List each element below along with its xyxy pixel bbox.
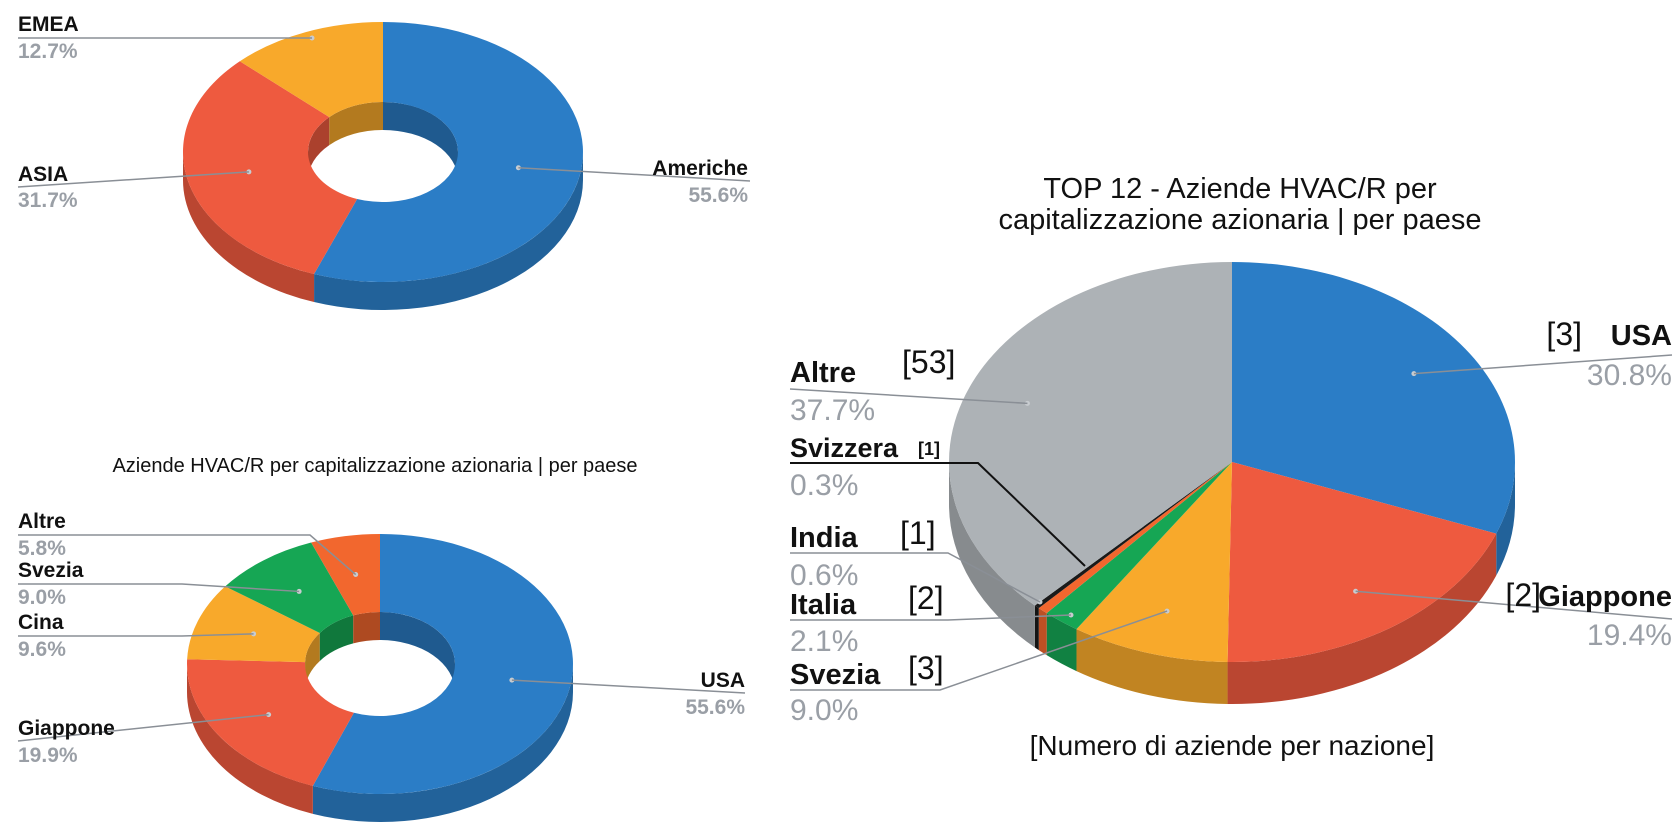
pct-italia: 2.1% (790, 625, 858, 658)
slice-cina (187, 586, 320, 663)
pct-svezia: 9.0% (790, 694, 858, 727)
label-usa: USA (1611, 320, 1672, 352)
leader-line-giappone (1355, 590, 1673, 620)
leader-line-americhe (518, 167, 751, 182)
side-svezia (1076, 629, 1228, 704)
chart-title-line-2: capitalizzazione azionaria | per paese (998, 204, 1481, 236)
leader-line-usa (1413, 354, 1673, 375)
side-italia (1046, 613, 1077, 672)
count-svezia: [3] (908, 650, 944, 686)
slice-giappone (187, 659, 354, 786)
side-usa (312, 664, 573, 823)
pct-usa: 55.6% (685, 696, 745, 719)
side-giappone (186, 664, 313, 814)
anchor-dot-usa (509, 677, 515, 683)
slice-emea (239, 22, 383, 118)
chart-title-line-1: TOP 12 - Aziende HVAC/R per (1043, 173, 1437, 205)
pct-svizzera: 0.3% (790, 469, 858, 502)
slice-usa (312, 534, 573, 794)
side-altre (949, 462, 1035, 648)
pct-india: 0.6% (790, 559, 858, 592)
side-americhe (314, 152, 583, 311)
donut-chart-regions: Americhe 55.6% ASIA 31.7% EMEA 12.7% (17, 13, 751, 311)
leader-line-svizzera (790, 462, 1086, 567)
side-usa (1496, 462, 1515, 576)
leader-line-altre (18, 534, 357, 576)
pct-cina: 9.6% (18, 638, 66, 661)
label-usa: USA (701, 669, 745, 692)
leader-line-svezia (790, 610, 1168, 691)
inner-wall-svezia (319, 615, 354, 661)
label-svezia: Svezia (18, 559, 84, 582)
count-usa: [3] (1546, 316, 1582, 352)
count-svizzera: [1] (918, 439, 940, 459)
slice-giappone (1227, 462, 1497, 663)
label-svizzera: Svizzera (790, 433, 899, 463)
label-asia: ASIA (18, 163, 68, 186)
slice-usa (1232, 262, 1515, 534)
slice-altre (948, 262, 1232, 606)
count-altre: [53] (902, 344, 955, 380)
label-giappone: Giappone (18, 717, 115, 740)
slice-svezia (225, 542, 354, 633)
pct-svezia: 9.0% (18, 586, 66, 609)
slice-americhe (314, 22, 583, 282)
label-india: India (790, 522, 859, 554)
leader-line-giappone (17, 713, 269, 742)
label-altre: Altre (790, 357, 856, 389)
pie-chart-top12: TOP 12 - Aziende HVAC/R per capitalizzaz… (789, 173, 1673, 761)
count-india: [1] (900, 515, 936, 551)
side-giappone (1227, 533, 1497, 705)
pct-emea: 12.7% (18, 40, 78, 63)
donut-chart-countries: Aziende HVAC/R per capitalizzazione azio… (17, 455, 746, 823)
leader-line-svezia (18, 583, 300, 593)
pct-americhe: 55.6% (688, 184, 748, 207)
pct-altre: 5.8% (18, 537, 66, 560)
leader-line-usa (511, 679, 746, 694)
leader-line-italia (790, 614, 1072, 621)
count-italia: [2] (908, 580, 944, 616)
label-cina: Cina (18, 611, 64, 634)
leader-line-india (790, 552, 1041, 603)
inner-wall-usa (380, 612, 455, 692)
leader-line-altre (789, 388, 1028, 405)
pct-altre: 37.7% (790, 394, 875, 427)
leader-line-asia (17, 171, 249, 188)
slice-italia (1046, 462, 1232, 630)
label-altre: Altre (18, 510, 66, 533)
label-americhe: Americhe (652, 157, 748, 180)
label-giappone: Giappone (1538, 581, 1672, 613)
pct-usa: 30.8% (1587, 359, 1672, 392)
leader-line-cina (18, 633, 254, 637)
inner-wall-emea (329, 102, 383, 146)
chart-footnote: [Numero di aziende per nazione] (1030, 730, 1435, 761)
inner-wall-americhe (383, 102, 458, 180)
inner-wall-altre (353, 612, 380, 644)
label-italia: Italia (790, 589, 857, 621)
pct-asia: 31.7% (18, 189, 78, 212)
slice-svizzera (1034, 462, 1232, 609)
side-india (1038, 608, 1047, 656)
inner-wall-cina (305, 632, 320, 691)
label-emea: EMEA (18, 13, 79, 36)
pct-giappone: 19.4% (1587, 619, 1672, 652)
slice-altre (311, 534, 380, 616)
count-giappone: [2] (1505, 577, 1541, 613)
side-asia (183, 152, 315, 303)
pct-giappone: 19.9% (18, 744, 78, 767)
slice-asia (182, 61, 358, 275)
label-svezia: Svezia (790, 659, 881, 691)
chart-title: Aziende HVAC/R per capitalizzazione azio… (112, 455, 637, 477)
inner-wall-asia (308, 117, 330, 180)
side-svizzera (1034, 605, 1039, 651)
slice-svezia (1076, 462, 1232, 662)
slice-india (1038, 462, 1232, 614)
